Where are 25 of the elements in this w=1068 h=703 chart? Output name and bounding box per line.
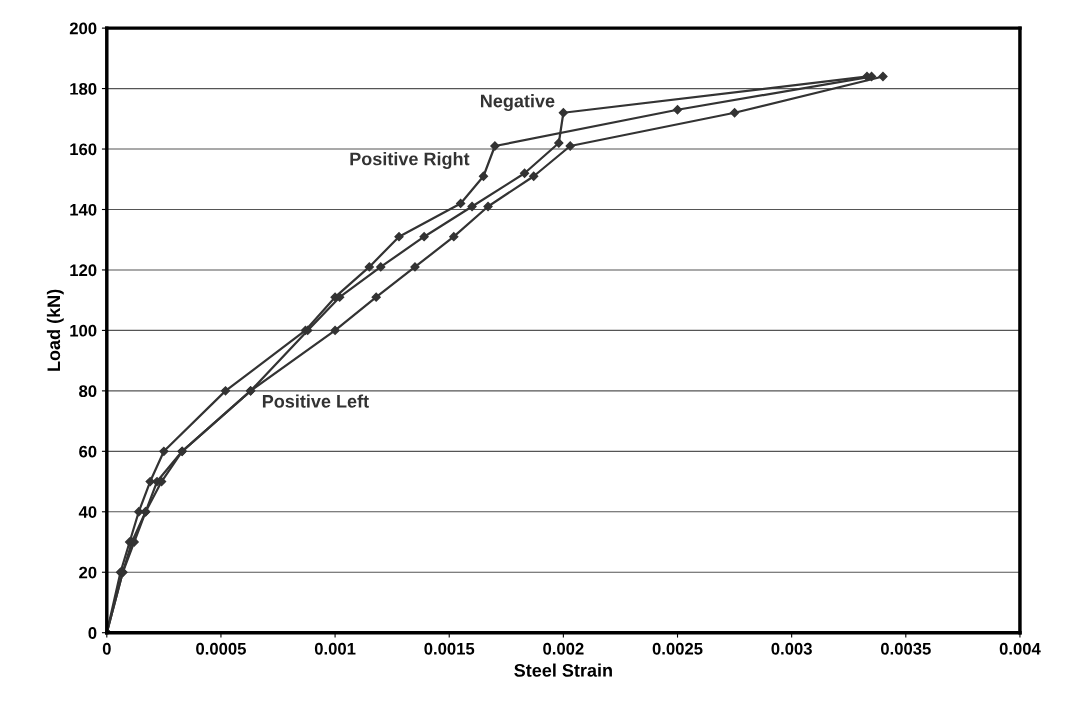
y-tick-label: 60 [79,445,97,458]
y-tick-label: 140 [70,203,97,216]
y-tick-label: 160 [70,143,97,156]
x-tick-label: 0.0035 [880,642,931,655]
series-label: Positive Right [350,152,470,169]
y-axis-title: Load (kN) [46,289,64,371]
x-tick-label: 0.0025 [652,642,703,655]
y-tick-label: 0 [88,627,97,639]
series-label: Negative [480,94,555,112]
series-label: Positive Left [262,394,369,408]
y-tick-label: 180 [70,82,97,95]
x-axis-title: Steel Strain [514,663,612,677]
y-tick-label: 200 [69,22,97,35]
x-tick-label: 0.004 [999,642,1041,655]
y-tick-label: 120 [70,264,97,277]
y-tick-label: 100 [70,324,97,337]
x-tick-label: 0.003 [771,642,812,655]
y-tick-label: 80 [79,385,97,398]
x-tick-label: 0.0005 [196,642,246,655]
y-tick-label: 40 [78,506,97,518]
y-tick-label: 20 [79,566,97,579]
x-tick-label: 0.001 [314,642,356,655]
x-tick-label: 0.0015 [424,642,475,655]
x-tick-label: 0.002 [543,642,584,655]
x-tick-label: 0 [102,642,111,655]
